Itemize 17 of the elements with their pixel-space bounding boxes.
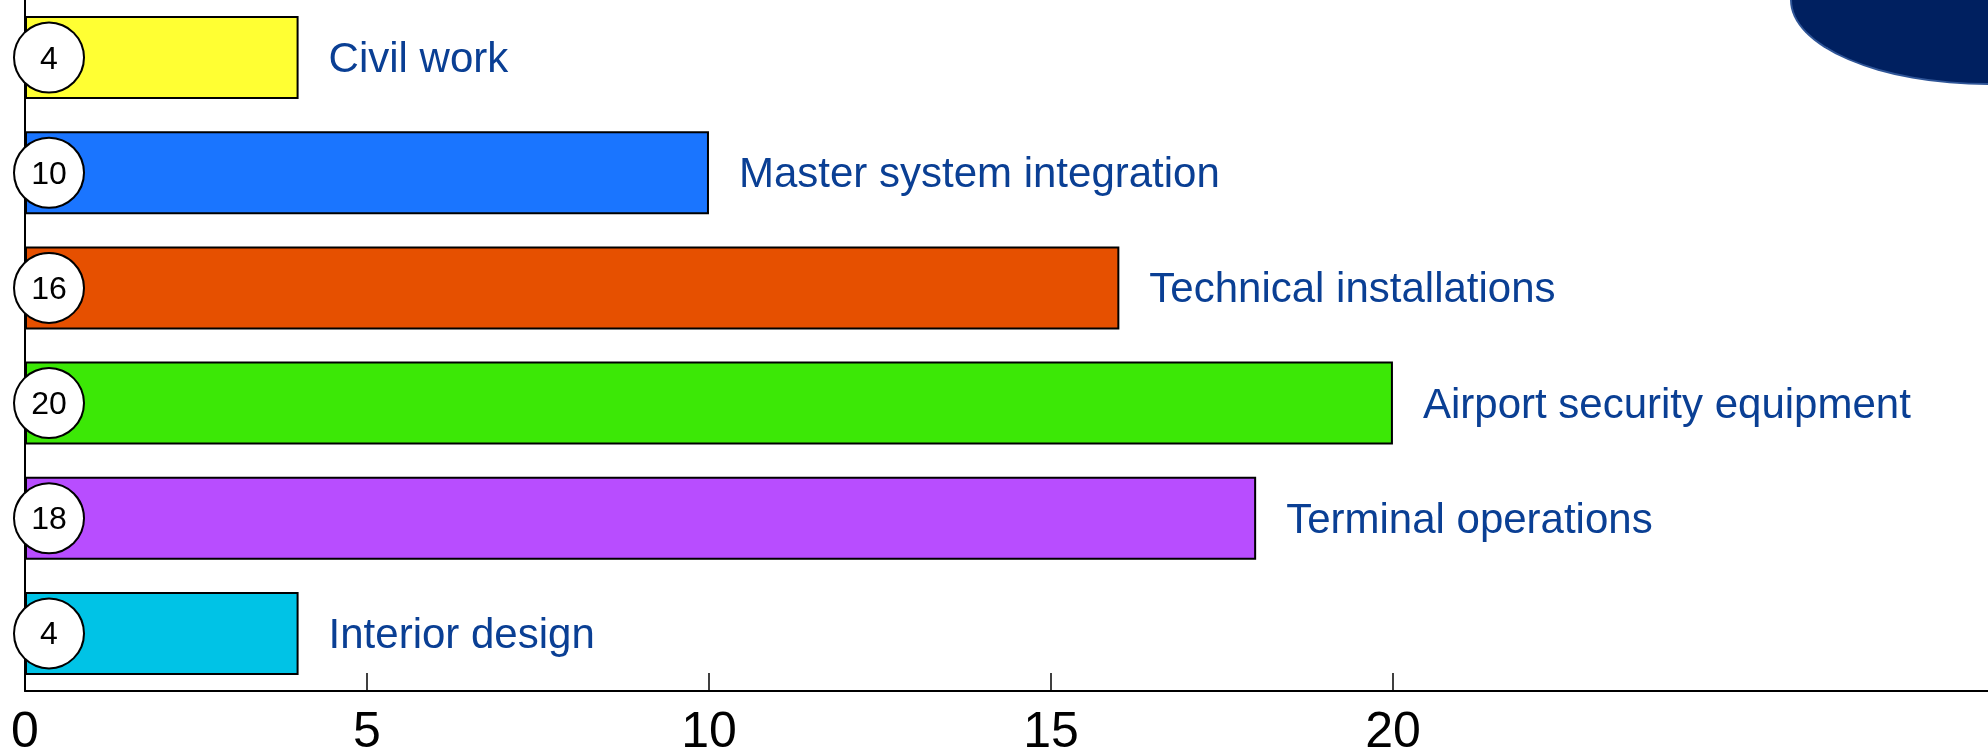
x-tick-label: 5 — [353, 702, 381, 756]
data-label: 4 — [40, 615, 58, 652]
data-label: 16 — [31, 269, 67, 306]
y-tick-label: Interior design — [328, 609, 595, 657]
data-label: 18 — [31, 500, 67, 537]
data-label: 4 — [40, 39, 58, 76]
y-tick-label: Civil work — [328, 34, 510, 82]
data-label: 10 — [31, 154, 67, 191]
y-tick-label: Airport security equipment — [1422, 379, 1912, 427]
x-tick-label: 15 — [1023, 702, 1079, 756]
x-tick-label: 0 — [11, 702, 39, 756]
data-label: 20 — [31, 385, 67, 422]
x-tick-label: 20 — [1365, 702, 1421, 756]
y-tick-label: Technical installations — [1149, 264, 1556, 312]
x-tick-label: 10 — [681, 702, 737, 756]
y-tick-label: Master system integration — [738, 149, 1220, 197]
y-tick-label: Terminal operations — [1286, 494, 1653, 542]
